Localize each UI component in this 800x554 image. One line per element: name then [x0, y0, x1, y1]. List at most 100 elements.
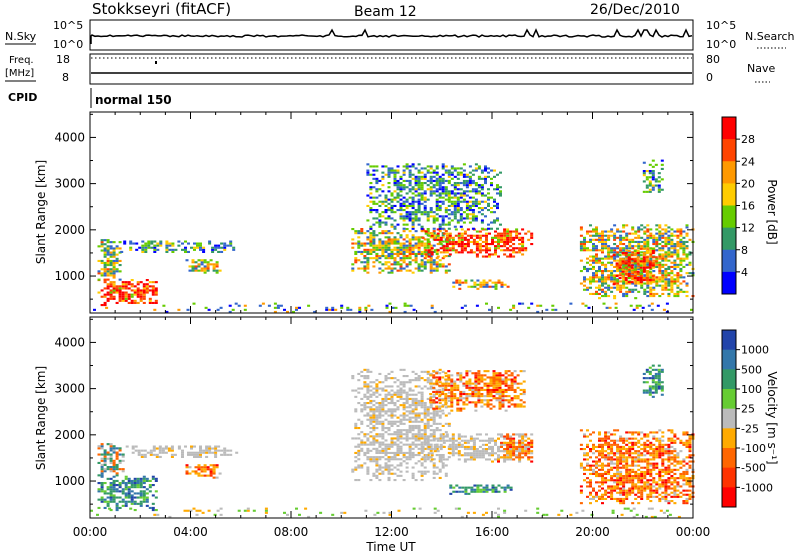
data-cell	[454, 249, 458, 252]
data-cell	[449, 492, 453, 495]
data-cell	[610, 460, 614, 463]
data-cell	[148, 301, 152, 304]
data-cell	[469, 458, 473, 461]
data-cell	[427, 234, 431, 237]
data-cell	[399, 209, 403, 212]
data-cell	[610, 456, 614, 459]
data-cell	[357, 402, 361, 405]
data-cell	[378, 408, 382, 411]
data-cell	[658, 253, 662, 256]
data-cell	[378, 219, 382, 222]
data-cell	[151, 506, 155, 509]
data-cell	[633, 277, 637, 280]
data-cell	[366, 194, 370, 197]
data-cell	[432, 435, 436, 438]
data-cell	[515, 450, 519, 453]
data-cell	[463, 435, 467, 438]
data-cell	[372, 424, 376, 427]
data-cell	[521, 443, 525, 446]
data-cell	[378, 223, 382, 226]
data-cell	[417, 211, 421, 214]
data-cell	[375, 476, 379, 479]
data-cell	[655, 228, 659, 231]
data-cell	[408, 230, 412, 233]
data-cell	[393, 402, 397, 405]
data-cell	[455, 490, 459, 493]
data-cell	[489, 388, 493, 391]
data-cell	[432, 227, 436, 230]
data-cell	[503, 234, 507, 237]
data-cell	[595, 456, 598, 459]
data-cell	[583, 276, 586, 279]
data-cell	[441, 405, 445, 408]
data-cell	[457, 236, 461, 239]
data-cell	[607, 234, 611, 237]
data-cell	[370, 308, 374, 311]
data-cell	[366, 468, 370, 471]
data-cell	[417, 163, 421, 166]
data-cell	[447, 422, 451, 425]
data-cell	[143, 455, 147, 458]
data-cell	[491, 238, 494, 241]
data-cell	[408, 449, 412, 452]
data-cell	[506, 443, 510, 446]
data-cell	[468, 209, 472, 212]
data-cell	[610, 485, 614, 488]
data-cell	[447, 412, 451, 415]
data-cell	[112, 295, 116, 298]
data-cell	[500, 249, 503, 252]
data-cell	[185, 464, 189, 467]
data-cell	[453, 388, 457, 391]
data-cell	[414, 261, 418, 264]
data-cell	[405, 458, 409, 461]
data-cell	[388, 302, 392, 305]
data-cell	[402, 257, 406, 260]
data-cell	[366, 263, 370, 266]
data-cell	[100, 295, 104, 298]
data-cell	[453, 207, 457, 210]
data-cell	[469, 452, 473, 455]
data-cell	[498, 401, 502, 404]
data-cell	[372, 242, 376, 245]
data-cell	[399, 215, 403, 218]
data-cell	[460, 243, 464, 246]
data-cell	[471, 217, 475, 220]
data-cell	[426, 454, 430, 457]
data-cell	[414, 244, 418, 247]
data-cell	[399, 248, 403, 251]
station-title: Stokkseyri (fitACF)	[92, 0, 231, 18]
data-cell	[579, 259, 583, 262]
data-cell	[125, 445, 129, 448]
data-cell	[357, 391, 361, 394]
data-cell	[501, 401, 505, 404]
data-cell	[601, 232, 604, 235]
data-cell	[148, 297, 152, 300]
data-cell	[325, 306, 329, 309]
data-cell	[451, 443, 455, 446]
data-cell	[378, 422, 382, 425]
data-cell	[438, 470, 442, 473]
data-cell	[624, 254, 628, 257]
data-cell	[524, 445, 528, 448]
data-cell	[393, 410, 397, 413]
data-cell	[676, 263, 680, 266]
data-cell	[381, 447, 385, 450]
data-cell	[459, 209, 463, 212]
data-cell	[441, 409, 445, 412]
data-cell	[387, 240, 391, 243]
data-cell	[393, 182, 397, 185]
data-cell	[448, 439, 452, 442]
data-cell	[521, 433, 525, 436]
data-cell	[390, 209, 394, 212]
data-cell	[384, 397, 388, 400]
data-cell	[478, 247, 482, 250]
data-cell	[411, 451, 415, 454]
data-cell	[470, 486, 474, 489]
data-cell	[521, 247, 525, 250]
data-cell	[411, 213, 415, 216]
data-cell	[491, 281, 495, 284]
data-cell	[493, 169, 496, 172]
data-cell	[466, 251, 470, 254]
data-cell	[519, 405, 523, 408]
data-cell	[583, 267, 586, 270]
